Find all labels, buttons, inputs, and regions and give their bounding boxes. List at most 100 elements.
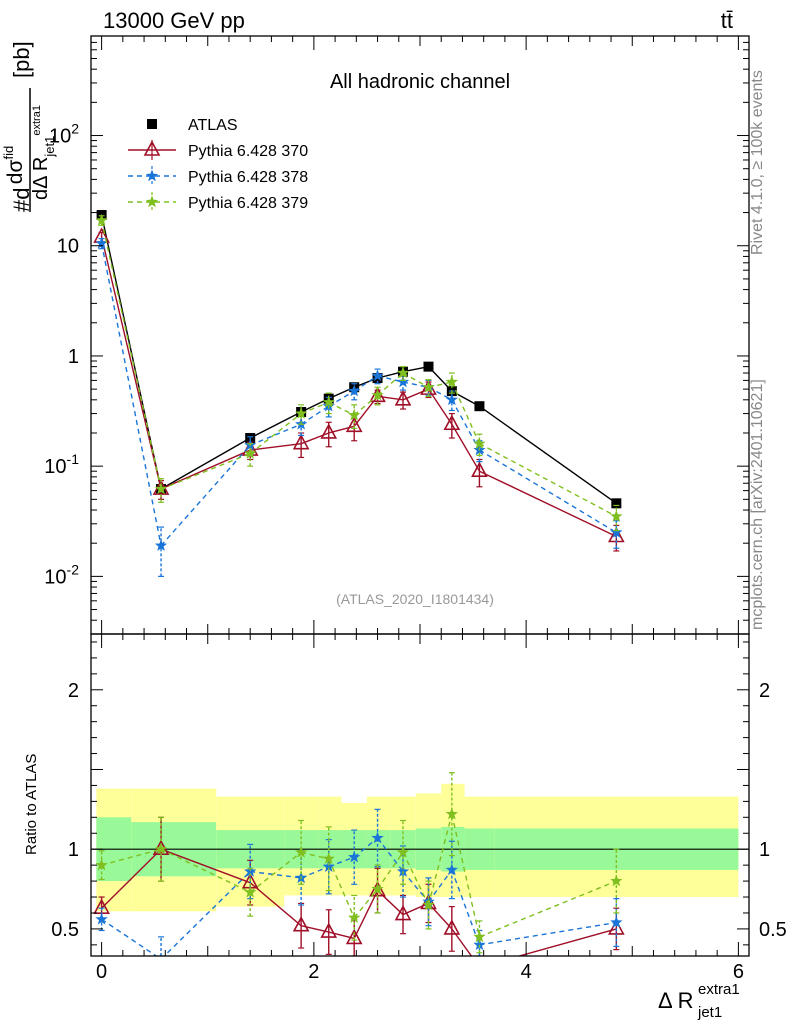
x-tick-label: 6 — [733, 961, 744, 983]
energy-label: 13000 GeV pp — [103, 8, 245, 33]
ratio-pythia-379-point — [610, 874, 623, 887]
legend-label: ATLAS — [188, 117, 238, 134]
ratio-pythia-378-line-segment — [163, 871, 251, 956]
main-pythia-379-point — [396, 366, 410, 379]
ratio-pythia-378-line-segment — [402, 871, 430, 903]
main-pythia-378-point — [396, 375, 410, 388]
main-pythia-378-point — [371, 369, 384, 382]
ratio-pythia-370-point — [320, 922, 338, 938]
ratio-pythia-379-point — [322, 852, 335, 864]
main-pythia-379-point — [473, 437, 486, 449]
ratio-pythia-378-point — [95, 912, 108, 925]
main-pythia-379-point — [422, 380, 435, 393]
ratio-pythia-370-point — [472, 959, 486, 972]
main-y-tick-label: 10 — [57, 236, 79, 258]
ratio-pythia-379-line-segment — [451, 813, 481, 938]
ratio-y-tick-label: 0.5 — [759, 919, 786, 941]
svg-text:dΔ Rjet1extra1: dΔ Rjet1extra1 — [30, 105, 57, 200]
ratio-y-tick-label: 2 — [68, 680, 79, 702]
main-pythia-379-line-segment — [402, 372, 429, 388]
main-pythia-379-point — [322, 395, 335, 408]
main-pythia-379-point — [244, 447, 257, 459]
mcplots-label: mcplots.cern.ch [arXiv:2401.10621] — [749, 379, 766, 630]
main-pythia-379-point — [610, 509, 623, 522]
ratio-pythia-379-line-segment — [300, 851, 329, 860]
ratio-pythia-370-line-segment — [427, 902, 453, 930]
ratio-pythia-378-line-segment — [479, 921, 617, 946]
main-pythia-370-line-segment — [479, 470, 617, 538]
ratio-pythia-379-line-segment — [249, 851, 302, 893]
main-pythia-378-line-segment — [479, 449, 617, 534]
ratio-pythia-370-point — [443, 919, 461, 935]
ratio-y-tick-label: 1 — [759, 839, 770, 861]
main-pythia-379-line-segment — [249, 413, 302, 455]
main-y-tick-label: 10-1 — [44, 451, 79, 478]
main-pythia-379-point — [445, 375, 458, 388]
ratio-pythia-379-point — [348, 911, 361, 923]
x-tick-label: 2 — [308, 961, 319, 983]
main-pythia-378-point — [610, 526, 623, 538]
ratio-pythia-379-point — [371, 882, 384, 895]
main-pythia-378-line-segment — [160, 444, 251, 547]
legend-marker — [145, 195, 159, 208]
main-y-tick-label: 102 — [49, 121, 79, 148]
main-pythia-370-line-segment — [250, 442, 302, 451]
ratio-pythia-378-point — [396, 865, 410, 877]
legend-marker — [147, 119, 157, 129]
ratio-pythia-378-point — [159, 952, 163, 956]
ratio-pythia-379-point — [396, 845, 410, 858]
legend-marker — [143, 140, 161, 156]
ratio-pythia-378-line-segment — [376, 837, 404, 872]
ratio-pythia-379-line-segment — [402, 852, 430, 906]
ratio-pythia-379-line-segment — [353, 888, 379, 919]
main-atlas-point — [474, 401, 485, 412]
ratio-pythia-378-point — [445, 863, 458, 876]
main-pythia-378-point — [154, 539, 168, 551]
ratio-pythia-378-line-segment — [451, 869, 481, 946]
main-atlas-line-segment — [479, 405, 617, 504]
ratio-pythia-370-line-segment — [516, 928, 617, 956]
main-pythia-379-line-segment — [160, 452, 251, 490]
main-pythia-379-line-segment — [328, 401, 355, 416]
main-atlas-line-segment — [100, 214, 162, 490]
svg-text:[pb]: [pb] — [9, 41, 34, 78]
main-atlas-line-segment — [160, 437, 251, 490]
ratio-pythia-378-point — [371, 831, 384, 844]
main-pythia-370-point — [443, 414, 461, 431]
ratio-pythia-379-point — [445, 807, 458, 820]
ratio-series-group — [91, 772, 749, 972]
axes-frames: 10-2 10-1 1 10 102 0.5 0.5 1 1 2 2 0 2 4 6 — [44, 35, 786, 983]
main-pythia-370-line-segment — [427, 388, 453, 425]
ratio-pythia-370-line-segment — [353, 890, 379, 939]
process-label: tt̄ — [721, 8, 733, 33]
main-pythia-379-line-segment — [479, 443, 617, 518]
legend-label: Pythia 6.428 370 — [188, 143, 308, 160]
ratio-pythia-379-point — [244, 885, 257, 898]
main-pythia-370-point — [292, 433, 310, 450]
main-pythia-370-point — [320, 423, 338, 439]
main-pythia-370-line-segment — [160, 449, 251, 490]
ratio-pythia-370-point — [394, 904, 412, 921]
ratio-pythia-378-point — [610, 916, 623, 928]
reference-label: (ATLAS_2020_I1801434) — [336, 591, 494, 607]
legend-label: Pythia 6.428 379 — [188, 195, 308, 212]
main-title: All hadronic channel — [330, 71, 510, 93]
svg-text:extra1: extra1 — [698, 981, 740, 998]
main-pythia-378-line-segment — [100, 243, 162, 546]
main-pythia-370-line-segment — [451, 423, 481, 472]
main-y-tick-label: 10-2 — [44, 561, 79, 588]
main-pythia-379-point — [295, 407, 308, 419]
x-axis-label: Δ R jet1 extra1 — [658, 981, 740, 1021]
main-pythia-379-point — [95, 213, 108, 226]
main-pythia-378-line-segment — [300, 405, 330, 425]
svg-text:Δ R: Δ R — [658, 988, 693, 1013]
ratio-pythia-379-line-segment — [479, 880, 617, 938]
rivet-label: Rivet 4.1.0, ≥ 100k events — [749, 70, 766, 255]
ratio-y-tick-label: 2 — [759, 680, 770, 702]
legend-marker — [145, 169, 159, 182]
ratio-pythia-370-line-segment — [101, 848, 162, 909]
ratio-pythia-370-line-segment — [160, 848, 251, 884]
legend-label: Pythia 6.428 378 — [188, 169, 308, 186]
main-pythia-378-line-segment — [249, 423, 302, 446]
